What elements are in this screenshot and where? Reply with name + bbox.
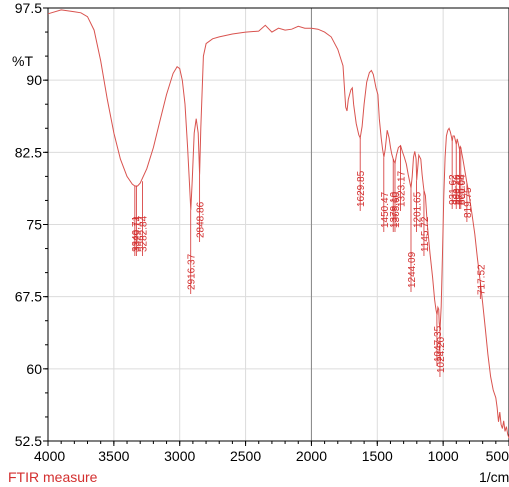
peak-label: 1201.65: [413, 180, 424, 232]
peak-label-text: 2848.86: [196, 201, 207, 238]
peak-label-text: 1024.20: [436, 336, 447, 373]
y-tick-label: 52.5: [15, 433, 42, 449]
peak-label-text: 819.75: [463, 187, 474, 218]
measurement-caption: FTIR measure: [8, 469, 98, 485]
peak-label: 1323.17: [397, 145, 408, 211]
peak-label-text: 1201.65: [413, 191, 424, 228]
peak-label: 1024.20: [436, 330, 447, 377]
peak-label: 1450.47: [380, 157, 391, 232]
y-tick-label: 67.5: [15, 289, 42, 305]
peak-label-text: 3329.14: [132, 215, 143, 252]
peak-label: 866.04: [457, 147, 468, 209]
x-tick-label: 2000: [296, 448, 327, 464]
x-tick-label: 1000: [428, 448, 459, 464]
y-tick-label: 97.5: [15, 0, 42, 16]
peak-label: 2848.86: [196, 174, 207, 242]
peak-label: 900.76: [452, 144, 463, 209]
peak-label: 717.52: [476, 264, 487, 299]
y-tick-label: 82.5: [15, 144, 42, 160]
peak-label: 819.75: [463, 183, 474, 222]
peak-label-text: 1244.09: [407, 251, 418, 288]
x-tick-label: 3000: [164, 448, 195, 464]
x-tick-label: 4000: [34, 448, 65, 464]
peak-label-text: 1365.60: [391, 191, 402, 228]
peak-label: 1145.72: [420, 190, 431, 256]
peak-label-text: 1323.17: [397, 170, 408, 207]
x-tick-label: 500: [486, 448, 509, 464]
x-axis-unit-label: 1/cm: [479, 469, 509, 485]
peak-label: 2916.37: [187, 210, 198, 294]
y-tick-label: 75: [26, 217, 42, 233]
plot-frame: [47, 7, 509, 442]
peak-label-text: 900.76: [452, 174, 463, 205]
peak-label: 3282.84: [138, 181, 149, 256]
y-tick-label: 60: [26, 361, 42, 377]
peak-label-text: 2916.37: [187, 253, 198, 290]
peak-label: 3329.14: [132, 186, 143, 256]
peak-labels-layer: 3340.713329.143282.842916.372848.861629.…: [131, 137, 487, 377]
peak-label-text: 1145.72: [420, 216, 431, 252]
peak-label-text: 717.52: [476, 264, 487, 295]
peak-label-text: 866.04: [457, 174, 468, 205]
x-tick-label: 2500: [230, 448, 261, 464]
peak-label: 1244.09: [407, 187, 418, 292]
x-tick-label: 1500: [362, 448, 393, 464]
peak-label: 1365.60: [391, 162, 402, 232]
peak-label-text: 1629.85: [356, 170, 367, 207]
peak-label: 931.62: [448, 141, 459, 209]
peak-label-text: 3282.84: [138, 215, 149, 252]
peak-label-text: 1450.47: [380, 191, 391, 228]
y-tick-label: 90: [26, 72, 42, 88]
y-axis-label: %T: [12, 53, 33, 69]
peak-label-text: 931.62: [448, 174, 459, 205]
x-tick-label: 3500: [98, 448, 129, 464]
peak-label-text: 1047.35: [433, 325, 444, 362]
peak-label: 1629.85: [356, 137, 367, 211]
peak-label: 1047.35: [433, 314, 444, 366]
